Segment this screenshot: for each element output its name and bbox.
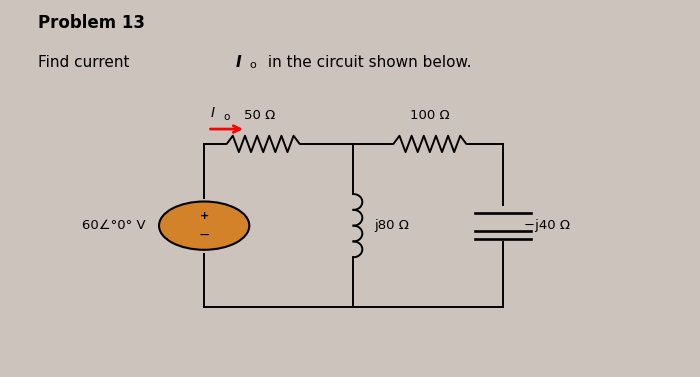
Text: in the circuit shown below.: in the circuit shown below. xyxy=(263,55,472,70)
Circle shape xyxy=(159,201,249,250)
Text: I: I xyxy=(235,55,241,70)
Text: o: o xyxy=(249,60,256,70)
Text: o: o xyxy=(223,112,230,123)
Text: 60∠°0° V: 60∠°0° V xyxy=(81,219,145,232)
Text: Problem 13: Problem 13 xyxy=(38,14,144,32)
Text: Find current: Find current xyxy=(38,55,134,70)
Text: I: I xyxy=(211,106,215,120)
Text: 100 Ω: 100 Ω xyxy=(410,109,449,122)
Text: −: − xyxy=(198,228,210,242)
Text: −j40 Ω: −j40 Ω xyxy=(524,219,570,232)
Text: j80 Ω: j80 Ω xyxy=(374,219,409,232)
Text: 50 Ω: 50 Ω xyxy=(244,109,275,122)
Text: +: + xyxy=(199,211,209,221)
